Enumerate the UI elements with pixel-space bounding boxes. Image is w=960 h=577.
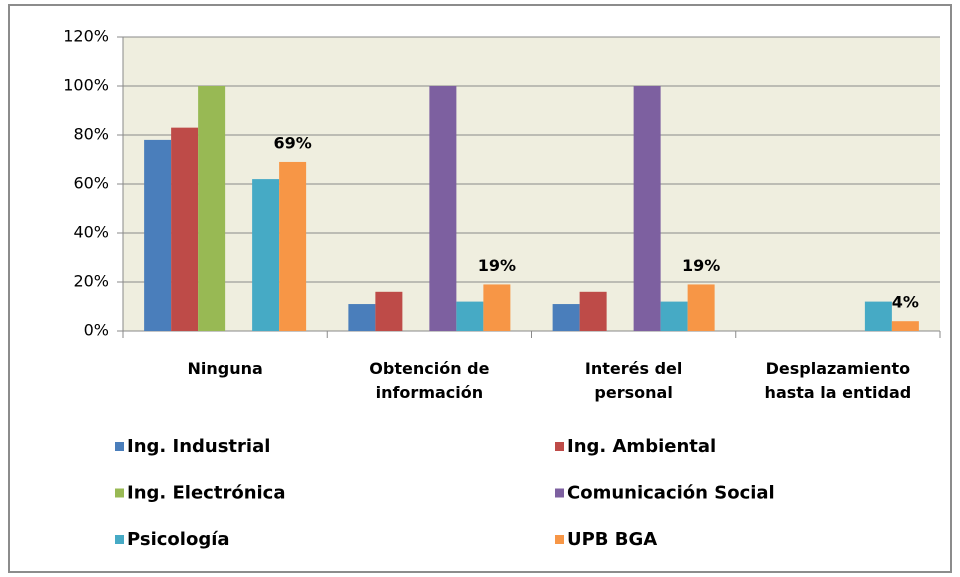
bar xyxy=(483,284,511,331)
y-tick-label: 100% xyxy=(63,76,109,95)
y-tick-label: 80% xyxy=(73,125,109,144)
bar xyxy=(375,291,403,331)
bar xyxy=(660,301,688,331)
bar xyxy=(171,127,199,332)
legend-swatch xyxy=(115,488,124,498)
bar xyxy=(891,321,919,331)
x-tick-label: Interés del personal xyxy=(585,359,682,402)
bar xyxy=(252,179,280,331)
legend-swatch xyxy=(555,488,564,498)
y-tick-label: 0% xyxy=(84,321,109,340)
bar xyxy=(552,304,580,331)
legend-swatch xyxy=(115,535,124,544)
bar xyxy=(348,304,376,331)
legend-label: UPB BGA xyxy=(567,529,657,550)
y-tick-label: 20% xyxy=(73,272,109,291)
bar xyxy=(579,291,607,331)
y-tick-label: 40% xyxy=(73,223,109,242)
legend-label: Ing. Ambiental xyxy=(567,436,716,457)
y-tick-label: 60% xyxy=(73,174,109,193)
data-label: 19% xyxy=(682,256,720,275)
bar xyxy=(198,86,226,331)
legend-label: Ing. Electrónica xyxy=(127,483,286,504)
bar xyxy=(687,284,715,331)
x-tick-label: Obtención de información xyxy=(369,359,489,402)
data-label: 4% xyxy=(892,293,919,312)
legend-label: Ing. Industrial xyxy=(127,436,270,457)
data-label: 19% xyxy=(478,256,516,275)
y-tick-label: 120% xyxy=(63,27,109,46)
legend-swatch xyxy=(555,442,564,451)
legend-swatch xyxy=(115,442,124,451)
bar xyxy=(279,161,307,331)
bar xyxy=(429,86,457,331)
legend-label: Psicología xyxy=(127,529,230,550)
bar xyxy=(456,301,484,331)
data-label: 69% xyxy=(273,133,311,152)
x-tick-label: Desplazamiento hasta la entidad xyxy=(765,359,912,402)
legend-swatch xyxy=(555,535,564,544)
bar xyxy=(144,139,172,331)
bar xyxy=(864,301,892,331)
bar xyxy=(633,86,661,331)
legend-label: Comunicación Social xyxy=(567,483,775,504)
x-tick-label: Ninguna xyxy=(187,359,262,378)
